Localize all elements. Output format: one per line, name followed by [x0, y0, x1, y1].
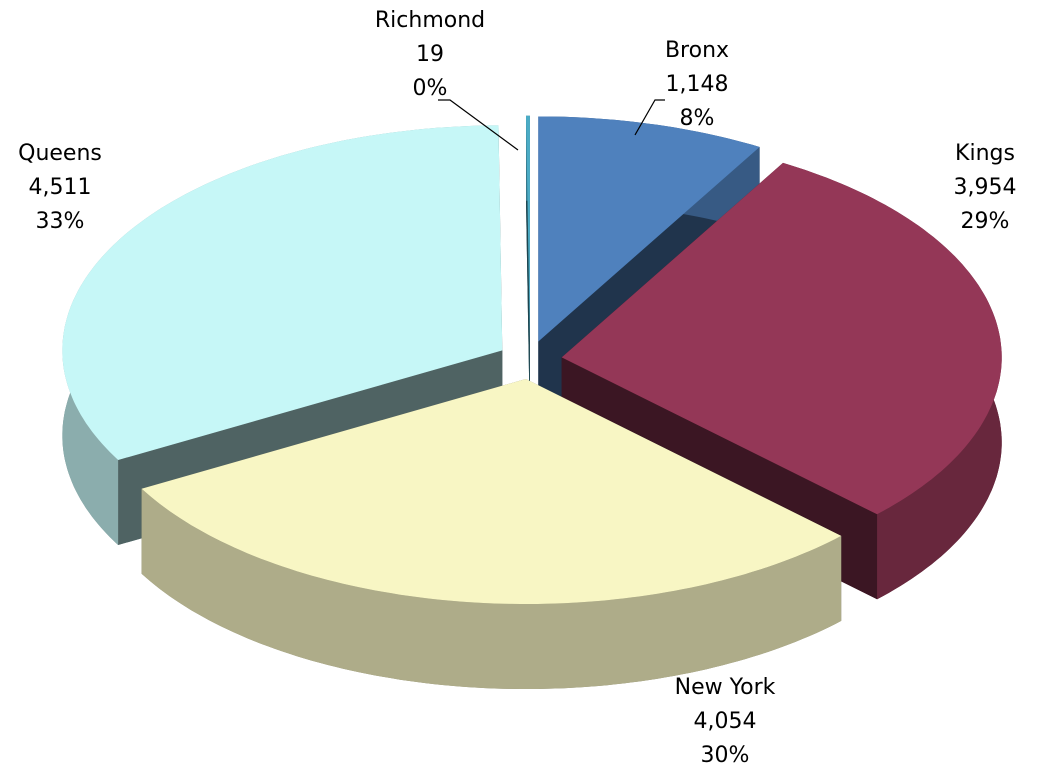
slice — [62, 125, 503, 461]
slice — [561, 162, 1002, 515]
leader-line — [438, 99, 519, 151]
data-labels: Bronx 1,148 8% Kings 3,954 29% New York 4,054 30… — [18, 8, 1016, 768]
category-label: Kings — [955, 141, 1015, 166]
percent-label: 29% — [961, 209, 1010, 234]
value-label: 4,511 — [29, 175, 92, 200]
category-label: New York — [675, 675, 776, 700]
slice — [538, 116, 760, 342]
value-label: 4,054 — [694, 709, 757, 734]
leader-line — [634, 99, 665, 136]
percent-label: 33% — [36, 209, 85, 234]
category-label: Richmond — [375, 8, 485, 33]
value-label: 19 — [416, 42, 444, 67]
value-label: 1,148 — [666, 72, 729, 97]
percent-label: 8% — [680, 106, 715, 131]
slice-tops — [62, 115, 1002, 604]
slice — [141, 379, 842, 604]
slice-outer-side — [141, 488, 842, 689]
slice — [526, 115, 530, 341]
category-label: Bronx — [665, 38, 729, 63]
value-label: 3,954 — [954, 175, 1017, 200]
category-label: Queens — [18, 141, 102, 166]
percent-label: 30% — [701, 743, 750, 768]
percent-label: 0% — [413, 76, 448, 101]
